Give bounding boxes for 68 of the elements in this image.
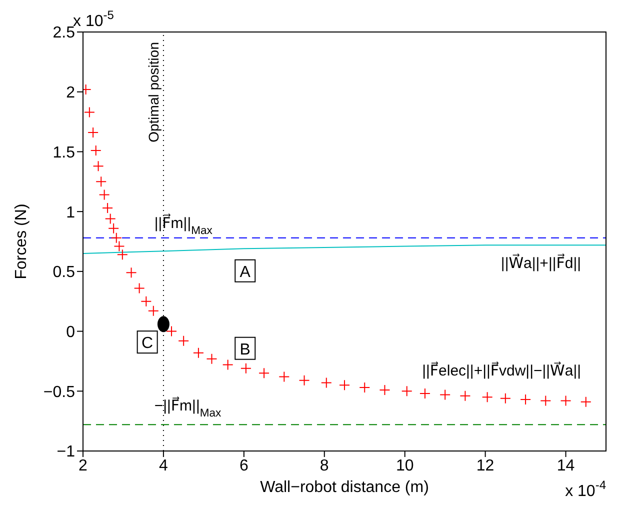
x-tick-label: 12 <box>476 457 494 474</box>
ref-line-label: −||F⃗m||$_{Max}$ <box>154 396 222 420</box>
y-tick-label: 2.5 <box>52 24 76 42</box>
point <box>192 347 204 358</box>
point <box>140 296 152 307</box>
point <box>401 386 412 397</box>
point <box>116 249 128 260</box>
y-tick-label: −1 <box>56 444 76 461</box>
x-tick-label: 4 <box>159 457 168 474</box>
point <box>278 371 290 382</box>
point <box>580 396 592 408</box>
point <box>298 374 310 386</box>
point <box>84 106 95 118</box>
text: x 10$^{-5}$ <box>73 8 114 30</box>
point <box>560 395 572 406</box>
point <box>134 282 145 294</box>
x-axis-title: Wall−robot distance (m) <box>260 479 429 496</box>
point <box>98 189 110 200</box>
point <box>126 267 137 278</box>
y-axis-title: Forces (N) <box>13 204 30 280</box>
point <box>104 213 116 224</box>
point <box>102 202 114 214</box>
point <box>359 382 370 394</box>
text: x 10$^{-4}$ <box>565 478 606 500</box>
series-label: ||F⃗elec||+||F⃗vdw||−||W⃗a|| <box>422 360 581 380</box>
point <box>96 176 107 188</box>
point <box>206 353 218 364</box>
point <box>90 145 102 156</box>
x-tick-label: 8 <box>320 457 329 474</box>
point <box>500 392 511 404</box>
annotation: C <box>142 335 154 352</box>
point <box>320 377 332 388</box>
y-tick-label: 1 <box>66 204 76 222</box>
point <box>540 395 552 406</box>
y-tick-label: 0.5 <box>52 264 76 282</box>
y-tick-label: 0 <box>66 324 76 341</box>
y-tick-label: −0.5 <box>43 384 76 401</box>
ref-line-label: ||F⃗m||$_{Max}$ <box>154 213 213 237</box>
point <box>166 326 178 337</box>
point <box>520 394 532 406</box>
point <box>339 380 350 391</box>
point <box>419 388 430 400</box>
point <box>110 232 122 244</box>
x-tick-label: 14 <box>556 457 575 474</box>
x-tick-label: 2 <box>78 457 88 474</box>
y-tick-label: 2 <box>66 84 76 102</box>
annotation: A <box>240 264 251 281</box>
ref-line-label: Optimal position <box>145 42 162 142</box>
point <box>222 359 234 370</box>
point <box>92 160 104 172</box>
series-label: ||W⃗a||+||F⃗d|| <box>500 253 581 272</box>
point <box>379 384 390 396</box>
point <box>482 392 493 403</box>
x-tick-label: 6 <box>239 457 248 474</box>
point <box>460 390 471 402</box>
y-tick-label: 1.5 <box>52 144 76 162</box>
point <box>114 240 125 252</box>
point <box>108 222 120 234</box>
point <box>88 127 99 138</box>
x-tick-label: 10 <box>396 457 414 474</box>
annotation: B <box>240 341 250 358</box>
point <box>178 335 190 346</box>
point <box>258 368 270 379</box>
point <box>240 362 252 374</box>
point <box>440 389 451 400</box>
line-series <box>83 244 606 254</box>
point <box>157 316 170 332</box>
point <box>148 305 159 316</box>
